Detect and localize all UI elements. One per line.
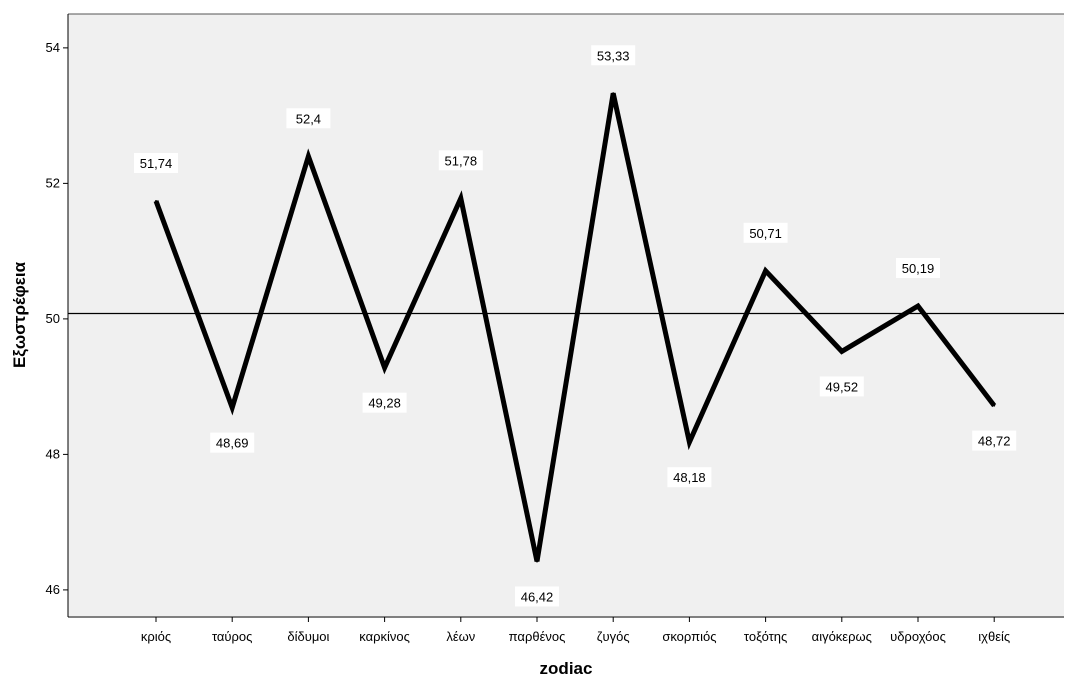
x-tick-label: ζυγός [597, 629, 630, 644]
data-label-text: 46,42 [521, 589, 554, 604]
y-tick-label: 52 [46, 175, 60, 190]
data-label-text: 52,4 [296, 111, 321, 126]
data-label: 51,78 [438, 150, 483, 171]
data-label-text: 49,28 [368, 396, 401, 411]
x-tick-label: κριός [141, 629, 171, 644]
data-label-box [362, 392, 407, 413]
data-label: 48,18 [667, 467, 712, 488]
y-axis-title: Εξωστρέφεια [10, 261, 29, 368]
x-tick-label: παρθένος [509, 629, 566, 644]
data-point [764, 269, 767, 272]
x-tick-label: δίδυμοι [287, 629, 329, 644]
x-tick-label: ταύρος [212, 629, 252, 644]
data-label-box [972, 430, 1017, 451]
x-tick-label: καρκίνος [359, 629, 410, 644]
data-label-text: 50,19 [902, 261, 935, 276]
data-label-text: 48,72 [978, 434, 1011, 449]
data-label: 50,19 [896, 258, 940, 279]
data-label-box [667, 467, 712, 488]
y-tick-label: 48 [46, 446, 60, 461]
data-label-text: 53,33 [597, 48, 630, 63]
x-tick-label: σκορπιός [662, 629, 716, 644]
x-axis-ticks: κριός ταύρος δίδυμοι καρκίνος λέων παρθένος ζυ… [141, 617, 1010, 644]
x-tick-label: τοξότης [744, 629, 787, 644]
data-label-text: 48,18 [673, 470, 706, 485]
data-point [383, 366, 386, 369]
data-label-box [286, 108, 331, 129]
data-label: 52,4 [286, 108, 331, 129]
x-tick-label: υδροχόος [890, 629, 946, 644]
x-tick-label: λέων [446, 629, 475, 644]
data-label: 49,52 [819, 376, 864, 397]
plot-area [68, 14, 1064, 616]
data-label-box [819, 376, 864, 397]
y-tick-label: 54 [46, 40, 60, 55]
y-axis-ticks: 46 48 50 52 54 [46, 40, 68, 597]
data-point [688, 441, 691, 444]
data-label-text: 49,52 [826, 379, 859, 394]
data-label-text: 51,78 [445, 153, 478, 168]
data-label-box [438, 150, 483, 171]
data-label-box [210, 432, 255, 453]
y-tick-label: 46 [46, 582, 60, 597]
x-axis-title: zodiac [540, 659, 593, 676]
data-label: 48,69 [210, 432, 255, 453]
data-label: 48,72 [972, 430, 1017, 451]
data-point [155, 199, 157, 202]
series-line [153, 92, 997, 562]
data-label: 46,42 [515, 586, 559, 607]
data-label: 50,71 [743, 222, 788, 243]
x-tick-label: ιχθείς [978, 629, 1010, 644]
data-label-box [515, 586, 559, 607]
data-label-box [896, 258, 940, 279]
data-point [612, 92, 615, 95]
data-point [917, 305, 919, 308]
data-label-box [591, 45, 636, 66]
data-point [307, 155, 310, 158]
data-label-box [743, 222, 788, 243]
data-label-box [134, 152, 178, 173]
data-label: 53,33 [591, 45, 636, 66]
x-tick-label: αιγόκερως [812, 629, 872, 644]
data-point [993, 404, 996, 407]
data-label: 51,74 [134, 152, 178, 173]
data-point [840, 350, 843, 353]
data-point [459, 197, 462, 200]
data-labels: 51,74 48,69 52,4 49,28 51,78 46,42 53,33 48,18 5… [134, 45, 1017, 607]
y-tick-label: 50 [46, 311, 60, 326]
data-label-text: 50,71 [749, 226, 782, 241]
data-point [536, 560, 538, 563]
data-label: 49,28 [362, 392, 407, 413]
data-label-text: 48,69 [216, 436, 249, 451]
data-label-text: 51,74 [140, 156, 173, 171]
data-point [231, 406, 234, 409]
